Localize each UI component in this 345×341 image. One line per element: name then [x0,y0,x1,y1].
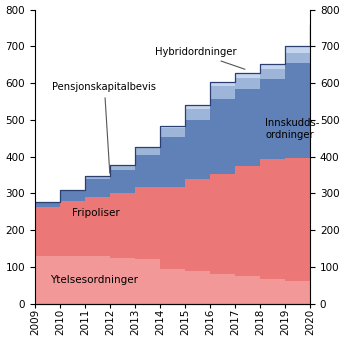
Text: Ytelsesordninger: Ytelsesordninger [50,275,138,285]
Text: Hybridordninger: Hybridordninger [155,47,245,69]
Text: Pensjonskapitalbevis: Pensjonskapitalbevis [52,82,156,173]
Text: Fripoliser: Fripoliser [72,208,120,219]
Text: Innskudds-
ordninger: Innskudds- ordninger [265,118,319,140]
